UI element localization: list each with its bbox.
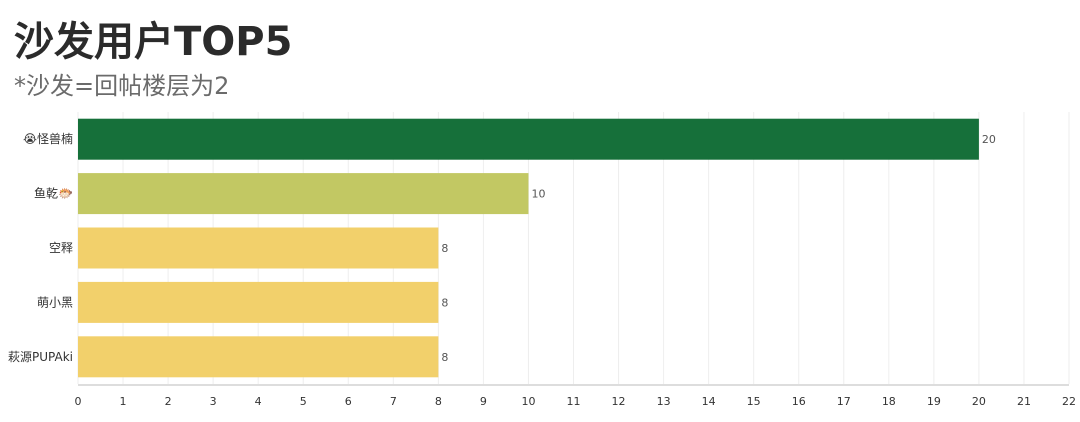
x-tick-label: 16 [792,395,806,408]
x-tick-label: 14 [702,395,716,408]
bar [78,118,979,160]
x-tick-label: 9 [480,395,487,408]
bar [78,336,439,378]
value-label: 10 [531,188,545,201]
bar [78,173,529,215]
x-tick-label: 19 [927,395,941,408]
bar [78,227,439,269]
x-tick-label: 5 [300,395,307,408]
bars [78,118,979,378]
x-tick-label: 15 [747,395,761,408]
x-tick-label: 11 [567,395,581,408]
x-tick-label: 10 [521,395,535,408]
x-tick-label: 8 [435,395,442,408]
x-tick-label: 21 [1017,395,1031,408]
value-label: 20 [982,133,996,146]
chart-title: 沙发用户TOP5 [14,19,293,65]
x-tick-label: 20 [972,395,986,408]
category-label: 空释 [49,241,73,255]
category-label: 萌小黑 [37,295,73,309]
x-tick-label: 2 [165,395,172,408]
x-tick-label: 6 [345,395,352,408]
x-tick-label: 12 [612,395,626,408]
value-label: 8 [441,351,448,364]
value-label: 8 [441,296,448,309]
x-tick-label: 22 [1062,395,1076,408]
value-label: 8 [441,242,448,255]
x-tick-label: 0 [75,395,82,408]
x-tick-label: 1 [120,395,127,408]
x-tick-label: 13 [657,395,671,408]
category-label: 😭怪兽楠 [23,131,73,146]
x-tick-label: 18 [882,395,896,408]
category-label: 萩源PUPAki [8,350,73,364]
labels: 0 1 2 3 4 5 6 7 8 9 10 11 12 13 14 15 16 17 18 19 20 21 22😭怪兽楠… [8,131,1076,408]
chart-subtitle: *沙发=回帖楼层为2 [14,72,230,100]
x-tick-label: 4 [255,395,262,408]
category-label: 鱼乾🐡 [34,187,73,201]
bar [78,281,439,323]
x-tick-label: 3 [210,395,217,408]
x-tick-label: 7 [390,395,397,408]
x-tick-label: 17 [837,395,851,408]
